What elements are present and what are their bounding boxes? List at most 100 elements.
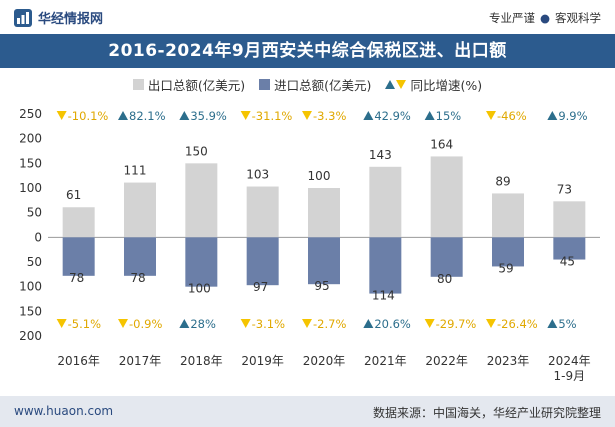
export-value-label: 61 xyxy=(66,188,81,202)
slogan: 专业严谨 ● 客观科学 xyxy=(489,10,601,26)
import-growth-label: -29.7% xyxy=(436,317,477,331)
export-growth-label: 42.9% xyxy=(374,109,411,123)
export-bar xyxy=(246,186,279,238)
import-growth-label: -2.7% xyxy=(313,317,346,331)
export-growth-label: -3.3% xyxy=(313,109,346,123)
export-swatch xyxy=(132,78,144,90)
export-bar xyxy=(553,201,586,238)
import-bar xyxy=(369,237,402,294)
export-growth-label: -46% xyxy=(497,109,527,123)
legend-export: 出口总额(亿美元) xyxy=(132,75,246,94)
import-value-label: 114 xyxy=(372,289,395,303)
dot-separator: ● xyxy=(539,11,550,25)
import-value-label: 78 xyxy=(69,271,84,285)
import-growth-down-marker xyxy=(424,319,435,328)
y-tick-label: 0 xyxy=(34,230,42,244)
import-bar xyxy=(124,237,156,276)
import-growth-label: -5.1% xyxy=(68,317,101,331)
import-value-label: 95 xyxy=(314,279,329,293)
export-value-label: 143 xyxy=(369,148,392,162)
export-value-label: 100 xyxy=(308,169,331,183)
export-growth-label: 35.9% xyxy=(190,109,227,123)
export-growth-up-marker xyxy=(363,111,374,120)
import-bar xyxy=(308,237,340,285)
export-value-label: 103 xyxy=(246,168,269,182)
export-growth-down-marker xyxy=(302,111,312,120)
export-growth-label: -31.1% xyxy=(252,109,293,123)
footer-source: 数据来源：中国海关，华经产业研究院整理 xyxy=(372,406,601,420)
export-growth-up-marker xyxy=(547,111,558,120)
slogan-right: 客观科学 xyxy=(555,11,601,25)
export-bar xyxy=(62,207,95,238)
import-value-label: 80 xyxy=(437,272,452,286)
brand-logo-icon xyxy=(14,8,32,27)
import-growth-down-marker xyxy=(486,319,496,328)
top-bar: 华经情报网 专业严谨 ● 客观科学 xyxy=(0,0,615,34)
y-tick-label: 50 xyxy=(27,206,42,220)
export-growth-up-marker xyxy=(424,111,435,120)
y-tick-label: 150 xyxy=(19,156,42,170)
import-growth-up-marker xyxy=(179,319,190,328)
import-growth-up-marker xyxy=(547,319,558,328)
y-tick-label: 250 xyxy=(19,107,42,121)
legend-export-label: 出口总额(亿美元) xyxy=(147,77,246,93)
y-tick-label: 50 xyxy=(27,255,42,269)
import-growth-down-marker xyxy=(56,319,67,328)
import-growth-down-marker xyxy=(302,319,312,328)
export-growth-up-marker xyxy=(179,111,190,120)
legend-growth: 同比增速(%) xyxy=(385,75,482,94)
export-growth-label: 15% xyxy=(436,109,462,123)
export-bar xyxy=(430,156,463,238)
export-growth-label: 82.1% xyxy=(129,109,166,123)
footer: www.huaon.com 数据来源：中国海关，华经产业研究院整理 xyxy=(0,396,615,427)
import-swatch xyxy=(259,78,271,90)
export-value-label: 150 xyxy=(185,144,208,158)
export-growth-down-marker xyxy=(56,111,67,120)
brand: 华经情报网 xyxy=(14,8,103,27)
legend-import-label: 进口总额(亿美元) xyxy=(274,77,372,93)
x-tick-label: 2017年 xyxy=(119,354,162,368)
export-growth-label: -10.1% xyxy=(68,109,109,123)
legend: 出口总额(亿美元) 进口总额(亿美元) 同比增速(%) xyxy=(0,74,615,94)
import-growth-down-marker xyxy=(118,319,128,328)
title-bar: 2016-2024年9月西安关中综合保税区进、出口额 xyxy=(0,34,615,68)
x-tick-label: 2021年 xyxy=(364,354,407,368)
x-tick-label: 1-9月 xyxy=(554,369,586,383)
x-tick-label: 2024年 xyxy=(548,354,591,368)
export-value-label: 164 xyxy=(430,137,453,151)
triangle-down-icon xyxy=(396,79,407,89)
legend-growth-label: 同比增速(%) xyxy=(410,77,483,93)
slogan-left: 专业严谨 xyxy=(488,11,535,25)
x-tick-label: 2020年 xyxy=(303,354,346,368)
legend-import: 进口总额(亿美元) xyxy=(259,75,371,94)
y-tick-label: 100 xyxy=(19,280,42,294)
import-value-label: 97 xyxy=(253,280,268,294)
x-tick-label: 2019年 xyxy=(241,354,284,368)
export-growth-up-marker xyxy=(118,111,128,120)
export-bar xyxy=(185,163,218,238)
export-bar xyxy=(308,188,340,238)
import-bar xyxy=(185,237,218,287)
import-bar xyxy=(430,237,463,277)
import-value-label: 59 xyxy=(498,261,513,275)
import-bar xyxy=(62,237,95,276)
y-tick-label: 200 xyxy=(19,132,42,146)
footer-url[interactable]: www.huaon.com xyxy=(14,404,114,418)
import-growth-down-marker xyxy=(240,319,251,328)
import-value-label: 78 xyxy=(130,271,145,285)
chart-title: 2016-2024年9月西安关中综合保税区进、出口额 xyxy=(108,41,507,61)
x-tick-label: 2023年 xyxy=(487,354,530,368)
x-tick-label: 2018年 xyxy=(180,354,223,368)
import-growth-up-marker xyxy=(363,319,374,328)
import-bar xyxy=(246,237,279,286)
import-value-label: 100 xyxy=(188,282,211,296)
x-tick-label: 2022年 xyxy=(425,354,468,368)
import-growth-label: 20.6% xyxy=(374,317,411,331)
export-bar xyxy=(492,193,524,238)
export-bar xyxy=(369,166,402,238)
export-growth-down-marker xyxy=(486,111,496,120)
export-growth-label: 9.9% xyxy=(558,109,587,123)
export-bar xyxy=(124,182,156,238)
import-growth-label: -3.1% xyxy=(252,317,285,331)
import-growth-label: 28% xyxy=(190,317,216,331)
